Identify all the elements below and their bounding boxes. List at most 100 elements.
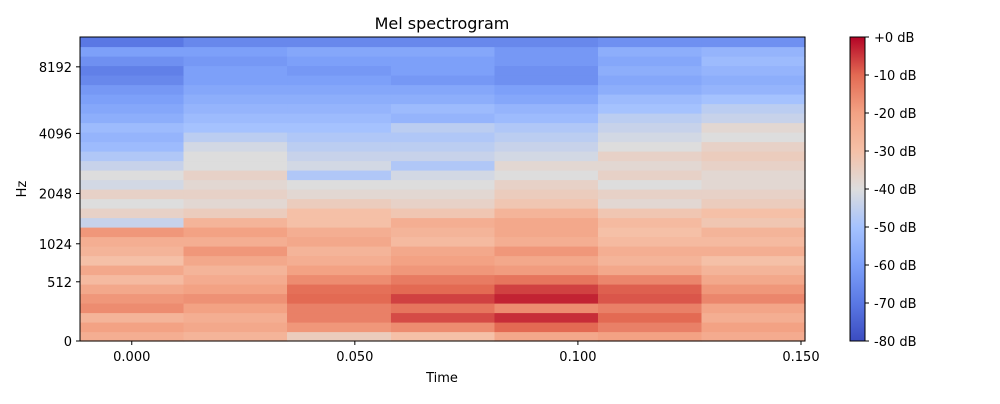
heatmap-cell [390, 75, 496, 86]
heatmap-cell [183, 84, 288, 95]
heatmap-cell [597, 322, 703, 333]
heatmap-cell [390, 56, 496, 67]
heatmap-cell [597, 94, 703, 105]
heatmap-cell [80, 75, 185, 86]
heatmap-cell [701, 37, 806, 48]
heatmap-cell [390, 189, 496, 200]
heatmap-cell [390, 113, 496, 124]
heatmap-cell [183, 217, 288, 228]
heatmap-cell [597, 189, 703, 200]
heatmap-cell [80, 227, 185, 238]
heatmap-cell [390, 141, 496, 152]
heatmap-cell [597, 46, 703, 57]
heatmap-cell [390, 208, 496, 219]
heatmap-cell [287, 179, 392, 190]
heatmap-cell [701, 151, 806, 162]
plot-frame [79, 36, 806, 342]
heatmap-cell [390, 236, 496, 247]
heatmap-cell [80, 293, 185, 304]
heatmap-cell [701, 189, 806, 200]
heatmap-cell [287, 331, 392, 342]
heatmap-cell [80, 65, 185, 76]
heatmap-cell [390, 132, 496, 143]
heatmap-cell [80, 255, 185, 266]
heatmap-cell [597, 246, 703, 257]
x-tick-label: 0.100 [559, 350, 596, 365]
colorbar-tick-label: -50 dB [874, 221, 917, 236]
heatmap-cell [494, 246, 599, 257]
heatmap-cell [701, 208, 806, 219]
heatmap-cell [80, 217, 185, 228]
heatmap-cell [597, 217, 703, 228]
heatmap-cell [494, 322, 599, 333]
heatmap-cell [80, 179, 185, 190]
colorbar-tick-label: -80 dB [874, 335, 917, 350]
heatmap-cell [597, 236, 703, 247]
heatmap-cell [287, 284, 392, 295]
heatmap-cell [183, 160, 288, 171]
heatmap-cell [183, 122, 288, 133]
heatmap-cell [494, 56, 599, 67]
heatmap-cell [287, 94, 392, 105]
colorbar-tick-label: -60 dB [874, 259, 917, 274]
heatmap-cell [183, 284, 288, 295]
heatmap-cell [183, 274, 288, 285]
heatmap-cell [701, 103, 806, 114]
heatmap-cell [287, 132, 392, 143]
heatmap-cell [183, 236, 288, 247]
colorbar [849, 36, 866, 342]
heatmap-cell [597, 179, 703, 190]
heatmap-cell [183, 56, 288, 67]
heatmap-cell [287, 293, 392, 304]
heatmap-cell [287, 189, 392, 200]
y-tick-label: 0 [64, 335, 72, 350]
heatmap-cell [183, 331, 288, 342]
heatmap-cell [287, 227, 392, 238]
heatmap-cell [287, 113, 392, 124]
heatmap-cell [597, 75, 703, 86]
heatmap-cell [80, 56, 185, 67]
heatmap-cell [597, 274, 703, 285]
heatmap-cell [183, 46, 288, 57]
heatmap-cell [701, 322, 806, 333]
heatmap-cell [494, 94, 599, 105]
heatmap-cell [80, 198, 185, 209]
y-tick-label: 2048 [39, 187, 72, 202]
heatmap-cell [701, 227, 806, 238]
heatmap-cell [80, 84, 185, 95]
heatmap-cell [287, 65, 392, 76]
heatmap-cell [390, 293, 496, 304]
heatmap-cell [183, 189, 288, 200]
heatmap-cell [597, 208, 703, 219]
heatmap-cell [597, 170, 703, 181]
heatmap-cell [183, 141, 288, 152]
y-axis-label: Hz [15, 181, 30, 198]
heatmap-cell [494, 160, 599, 171]
heatmap-cell [597, 37, 703, 48]
heatmap-cell [183, 170, 288, 181]
heatmap-cell [597, 141, 703, 152]
heatmap [80, 37, 806, 342]
heatmap-cell [701, 141, 806, 152]
heatmap-cell [390, 274, 496, 285]
heatmap-cell [701, 122, 806, 133]
heatmap-cell [494, 303, 599, 314]
heatmap-cell [494, 179, 599, 190]
heatmap-cell [80, 331, 185, 342]
heatmap-cell [494, 103, 599, 114]
heatmap-cell [701, 56, 806, 67]
heatmap-cell [494, 293, 599, 304]
heatmap-cell [183, 132, 288, 143]
heatmap-cell [701, 303, 806, 314]
heatmap-cell [287, 84, 392, 95]
heatmap-cell [701, 179, 806, 190]
heatmap-cell [390, 122, 496, 133]
heatmap-cell [183, 255, 288, 266]
heatmap-cell [494, 84, 599, 95]
heatmap-cell [701, 284, 806, 295]
heatmap-cell [701, 265, 806, 276]
heatmap-cell [390, 217, 496, 228]
heatmap-cell [701, 236, 806, 247]
heatmap-cell [390, 246, 496, 257]
heatmap-cell [701, 293, 806, 304]
